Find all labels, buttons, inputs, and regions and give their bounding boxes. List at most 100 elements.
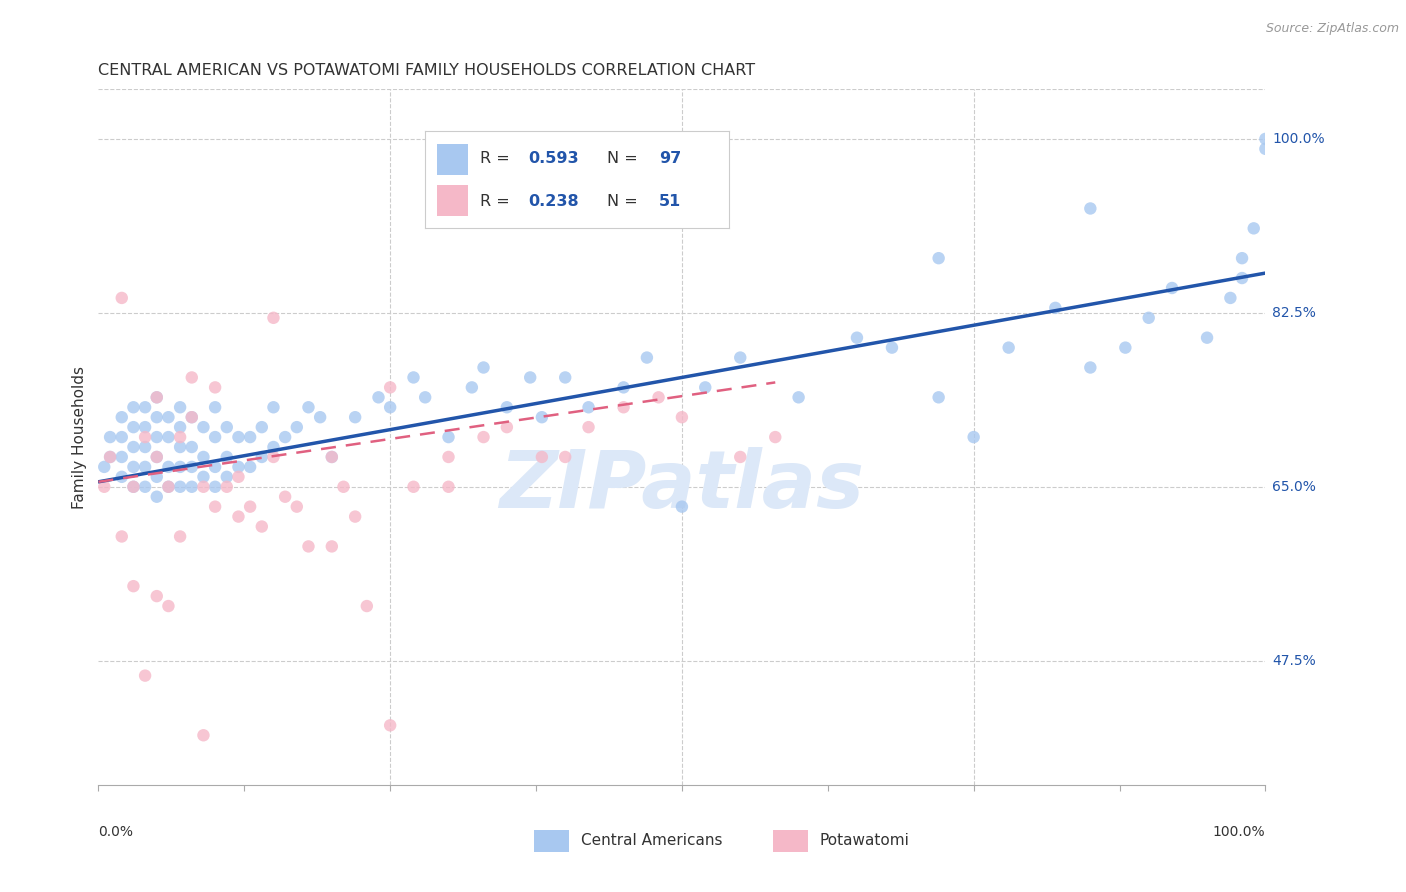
Bar	[437, 144, 468, 175]
Point	[169, 430, 191, 444]
Point	[239, 459, 262, 474]
Point	[169, 480, 191, 494]
Point	[297, 540, 319, 554]
Point	[169, 401, 191, 415]
Point	[228, 430, 250, 444]
Point	[262, 310, 284, 325]
Point	[671, 410, 693, 425]
Point	[274, 430, 297, 444]
Point	[146, 490, 169, 504]
Point	[169, 459, 191, 474]
Point	[437, 480, 460, 494]
Point	[204, 500, 226, 514]
Point	[378, 380, 402, 394]
Text: CENTRAL AMERICAN VS POTAWATOMI FAMILY HOUSEHOLDS CORRELATION CHART: CENTRAL AMERICAN VS POTAWATOMI FAMILY HO…	[98, 63, 755, 78]
Point	[98, 450, 121, 464]
Point	[146, 390, 169, 404]
Point	[262, 450, 284, 464]
Point	[193, 420, 215, 434]
Point	[111, 450, 134, 464]
Point	[530, 410, 553, 425]
Point	[262, 440, 284, 454]
Point	[134, 459, 156, 474]
Point	[636, 351, 658, 365]
Text: 97: 97	[659, 151, 681, 166]
Point	[134, 430, 156, 444]
Text: Potawatomi: Potawatomi	[820, 833, 910, 848]
Point	[413, 390, 436, 404]
Point	[146, 450, 169, 464]
Point	[228, 470, 250, 484]
Point	[671, 500, 693, 514]
Point	[250, 519, 273, 533]
Point	[356, 599, 378, 613]
Point	[122, 420, 145, 434]
Point	[239, 500, 262, 514]
Point	[519, 370, 541, 384]
Point	[1045, 301, 1067, 315]
Point	[495, 420, 517, 434]
Point	[730, 351, 752, 365]
Point	[1230, 251, 1253, 265]
Point	[180, 410, 202, 425]
Point	[228, 509, 250, 524]
Point	[215, 480, 238, 494]
Point	[262, 401, 284, 415]
Point	[180, 440, 202, 454]
Point	[204, 380, 226, 394]
Point	[1254, 142, 1277, 156]
Text: 82.5%: 82.5%	[1272, 306, 1316, 320]
Text: 0.593: 0.593	[529, 151, 579, 166]
Point	[193, 728, 215, 742]
Point	[122, 440, 145, 454]
Point	[437, 430, 460, 444]
Point	[204, 459, 226, 474]
Text: ZIPatlas: ZIPatlas	[499, 447, 865, 524]
Point	[169, 420, 191, 434]
Point	[787, 390, 810, 404]
Point	[928, 390, 950, 404]
Point	[402, 480, 425, 494]
Text: N =: N =	[607, 151, 643, 166]
Point	[344, 509, 367, 524]
Point	[146, 410, 169, 425]
Point	[111, 430, 134, 444]
Point	[472, 360, 495, 375]
Point	[250, 420, 273, 434]
Point	[274, 490, 297, 504]
Text: N =: N =	[607, 194, 643, 209]
Point	[763, 430, 786, 444]
Point	[193, 450, 215, 464]
Point	[495, 401, 517, 415]
Point	[297, 401, 319, 415]
Point	[204, 401, 226, 415]
Point	[215, 420, 238, 434]
Point	[1230, 271, 1253, 285]
Point	[1195, 331, 1218, 345]
Point	[880, 341, 903, 355]
Point	[180, 370, 202, 384]
Point	[309, 410, 332, 425]
Point	[239, 430, 262, 444]
Point	[578, 401, 600, 415]
Text: 0.238: 0.238	[529, 194, 579, 209]
Point	[321, 540, 343, 554]
Point	[845, 331, 868, 345]
Point	[1254, 132, 1277, 146]
Point	[157, 459, 180, 474]
Point	[146, 430, 169, 444]
Point	[146, 450, 169, 464]
Point	[157, 480, 180, 494]
Point	[98, 430, 121, 444]
Point	[169, 529, 191, 543]
Point	[98, 450, 121, 464]
Point	[134, 401, 156, 415]
Point	[1137, 310, 1160, 325]
Point	[169, 440, 191, 454]
Point	[1219, 291, 1241, 305]
Point	[367, 390, 389, 404]
Point	[111, 291, 134, 305]
Point	[157, 599, 180, 613]
Y-axis label: Family Households: Family Households	[72, 366, 87, 508]
Point	[962, 430, 984, 444]
